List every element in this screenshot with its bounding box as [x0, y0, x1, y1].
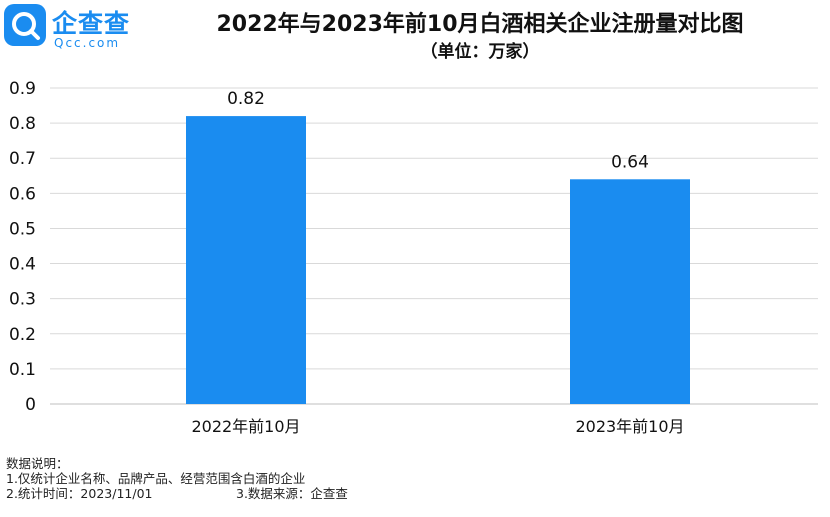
- y-tick-label: 0.1: [9, 360, 36, 380]
- chart-title: 2022年与2023年前10月白酒相关企业注册量对比图: [216, 12, 744, 37]
- bar: [570, 179, 690, 404]
- x-axis: 2022年前10月 2023年前10月: [191, 417, 684, 436]
- gridlines: [50, 87, 818, 405]
- logo-badge-icon: [4, 4, 46, 46]
- y-tick-label: 0.2: [9, 325, 36, 345]
- y-tick-label: 0: [25, 395, 36, 415]
- y-tick-label: 0.9: [9, 79, 36, 99]
- data-notes: 数据说明： 1.仅统计企业名称、品牌产品、经营范围含白酒的企业 2.统计时间：2…: [6, 456, 348, 501]
- notes-line-1: 1.仅统计企业名称、品牌产品、经营范围含白酒的企业: [6, 471, 306, 486]
- logo-name: 企查查: [52, 9, 131, 38]
- notes-line-2: 2.统计时间：2023/11/01 3.数据来源：企查查: [6, 486, 348, 501]
- x-tick-label: 2023年前10月: [575, 417, 684, 436]
- qcc-logo: 企查查 Qcc.com: [4, 4, 144, 54]
- data-label: 0.64: [611, 152, 649, 172]
- y-tick-label: 0.8: [9, 114, 36, 134]
- y-tick-label: 0.4: [9, 255, 36, 275]
- bar: [186, 116, 306, 404]
- y-tick-label: 0.6: [9, 184, 36, 204]
- chart-subtitle: （单位：万家）: [420, 42, 540, 62]
- logo-domain: Qcc.com: [54, 36, 121, 50]
- y-axis: 0 0.1 0.2 0.3 0.4 0.5 0.6 0.7 0.8 0.9: [9, 79, 36, 415]
- x-tick-label: 2022年前10月: [191, 417, 300, 436]
- y-tick-label: 0.3: [9, 290, 36, 310]
- notes-heading: 数据说明：: [6, 456, 69, 471]
- y-tick-label: 0.5: [9, 219, 36, 239]
- notes-stat-time: 2.统计时间：2023/11/01: [6, 486, 153, 501]
- notes-source: 3.数据来源：企查查: [236, 486, 348, 501]
- y-tick-label: 0.7: [9, 149, 36, 169]
- data-label: 0.82: [227, 89, 265, 109]
- data-labels: 0.82 0.64: [227, 89, 649, 172]
- bars: [186, 116, 690, 404]
